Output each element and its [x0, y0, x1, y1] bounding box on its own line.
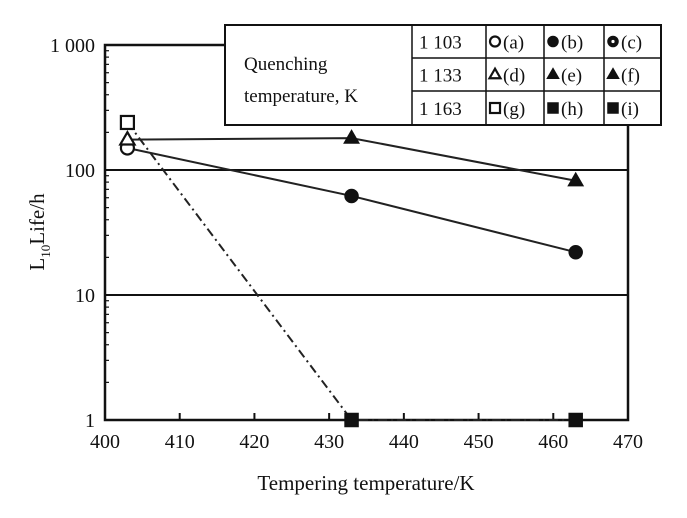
legend-marker-square-filled [547, 102, 559, 114]
legend-title-line1: Quenching [244, 54, 328, 75]
legend-entry-label: (f) [621, 66, 640, 87]
data-point-square [119, 114, 136, 131]
legend-marker-square-filled [607, 102, 619, 114]
x-tick-label: 410 [165, 431, 195, 453]
x-tick-label: 400 [90, 431, 120, 453]
legend-entry-label: (c) [621, 33, 642, 54]
x-tick-label: 460 [538, 431, 568, 453]
data-point-triangle [567, 171, 585, 187]
legend-marker-circle-open [488, 35, 502, 48]
legend: Quenching temperature, K 1 103 (a) (b) (c) 1 1… [224, 24, 662, 126]
x-axis-title: Tempering temperature/K [257, 471, 474, 495]
data-series [118, 114, 585, 428]
data-point-triangle [118, 129, 137, 146]
legend-marker-circle-filled [547, 35, 559, 48]
data-point-circle [344, 188, 359, 204]
legend-entry-label: (g) [503, 99, 525, 120]
legend-entry-label: (i) [621, 99, 639, 120]
legend-marker-triangle-filled [546, 67, 560, 79]
legend-title-line2: temperature, K [244, 86, 358, 107]
legend-entry-label: (e) [561, 66, 582, 87]
gridlines [105, 169, 628, 296]
legend-marker-triangle-filled [606, 67, 620, 79]
data-point-circle [568, 244, 583, 260]
legend-marker-triangle-open [487, 66, 503, 80]
x-tick-label: 450 [464, 431, 494, 453]
legend-entry-label: (b) [561, 33, 583, 54]
x-tick-label: 470 [613, 431, 643, 453]
data-point-square [344, 412, 359, 428]
legend-temp-label: 1 133 [419, 66, 462, 87]
series-line-triangle [127, 137, 576, 182]
legend-temp-label: 1 163 [419, 99, 462, 120]
y-axis-title: L10Life/h [25, 193, 53, 271]
legend-entry-label: (h) [561, 99, 583, 120]
y-tick-label: 1 [85, 410, 95, 432]
x-tick-label: 440 [389, 431, 419, 453]
legend-box [224, 24, 662, 126]
legend-marker-square-open [488, 101, 502, 115]
x-tick-label: 430 [314, 431, 344, 453]
data-point-square [568, 412, 583, 428]
legend-temp-label: 1 103 [419, 33, 462, 54]
axis-ticks: 400 410 420 430 440 450 460 470 1 10 100 1 000 [50, 35, 643, 453]
y-tick-label: 100 [65, 160, 95, 182]
data-point-triangle [343, 129, 361, 144]
y-tick-label: 1 000 [50, 35, 95, 57]
y-tick-label: 10 [75, 285, 95, 307]
legend-entry-label: (a) [503, 33, 524, 54]
legend-entry-label: (d) [503, 66, 525, 87]
series-line-square [126, 121, 576, 421]
legend-marker-dot [611, 39, 615, 44]
x-tick-label: 420 [239, 431, 269, 453]
